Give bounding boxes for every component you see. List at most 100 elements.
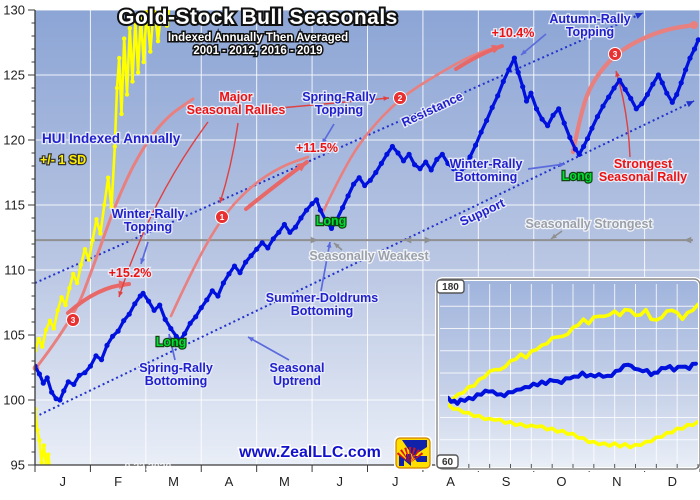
trend-channel [34,12,695,418]
svg-text:Strongest: Strongest [614,157,673,171]
annotations: Gold-Stock Bull Seasonals Indexed Annuall… [39,4,689,473]
x-tick-label: J [59,474,66,489]
circled-rally-numbers: 1 2 3 3 [66,47,622,327]
inset-series [448,302,698,450]
svg-text:Seasonal: Seasonal [270,361,325,375]
x-tick-label: F [114,474,122,489]
y-tick-label: 130 [3,3,25,18]
svg-text:Spring-Rally: Spring-Rally [139,361,213,375]
svg-text:Winter-Rally: Winter-Rally [112,207,185,221]
logo-fan-ray [410,452,424,463]
svg-text:9.23.2020: 9.23.2020 [125,461,172,473]
x-tick-label: S [502,474,511,489]
svg-text:Summer-Doldrums: Summer-Doldrums [266,291,379,305]
svg-text:Topping: Topping [315,103,363,117]
svg-text:Bottoming: Bottoming [291,304,353,318]
svg-text:Long: Long [316,214,347,228]
logo-fan-ray [408,447,412,463]
svg-text:Spring-Rally: Spring-Rally [302,90,376,104]
x-tick-label: A [225,474,234,489]
logo-fan-ray [410,449,420,463]
zeal-logo [394,436,432,470]
x-tick-label: M [168,474,179,489]
title: Gold-Stock Bull Seasonals [116,4,399,31]
svg-text:180: 180 [442,282,459,293]
x-tick-label: J [337,474,344,489]
svg-text:+10.4%: +10.4% [492,26,535,40]
inset-upper-sd [448,302,698,402]
x-tick-label: D [668,474,677,489]
seasonal-strength-line [35,236,693,244]
x-tick-label: J [392,474,399,489]
svg-text:Bottoming: Bottoming [145,374,207,388]
svg-text:HUI Indexed Annually: HUI Indexed Annually [42,131,181,146]
svg-text:60: 60 [442,457,454,468]
long-1: Long [155,334,188,350]
svg-text:www.ZealLLC.com: www.ZealLLC.com [238,444,381,461]
y-tick-label: 110 [4,263,25,278]
svg-text:Topping: Topping [124,220,172,234]
upper-sd-band [35,10,171,353]
hui-seasonal-average [35,37,700,403]
svg-text:Gold-Stock Bull Seasonals: Gold-Stock Bull Seasonals [118,6,398,29]
axes: 95 100 105 110 115 120 125 130 J F M A M J J A S O N D [3,3,700,489]
svg-text:Seasonal Rally: Seasonal Rally [599,170,687,184]
svg-text:+11.5%: +11.5% [296,141,338,155]
gain-winter: +15.2% [107,265,152,282]
svg-text:Uptrend: Uptrend [273,374,321,388]
y-tick-label: 120 [3,133,25,148]
inset-bottom-scale-badge [436,454,459,469]
x-tick-label: M [279,474,290,489]
legend-sd: +/- 1 SD [39,152,88,168]
svg-text:+15.2%: +15.2% [109,266,152,280]
svg-text:Indexed Annually Then Averaged: Indexed Annually Then Averaged [168,32,348,44]
svg-text:Bottoming: Bottoming [455,170,517,184]
gain-spring: +11.5% [295,140,340,157]
svg-text:Seasonal Rallies: Seasonal Rallies [187,103,286,117]
svg-text:3: 3 [71,315,76,325]
inset-lower-sd [448,402,698,450]
inset-chart: 180 60 [435,277,700,471]
svg-text:3: 3 [613,49,618,59]
svg-text:Topping: Topping [566,25,614,39]
inset-top-scale-badge [436,279,465,294]
x-tick-label: N [612,474,621,489]
subtitle-2: 2001 - 2012, 2016 - 2019 [192,44,324,59]
svg-text:Long: Long [156,335,187,349]
y-tick-label: 100 [3,393,25,408]
resistance-line [34,12,644,284]
svg-text:Seasonally Weakest: Seasonally Weakest [309,249,429,263]
seasonally-weakest: Seasonally Weakest [308,248,431,264]
svg-text:Major: Major [219,90,252,104]
logo-fan-ray [410,447,416,463]
y-tick-label: 105 [3,328,25,343]
svg-text:Autumn-Rally: Autumn-Rally [549,12,630,26]
logo-fan-ray [400,449,410,463]
logo-fan-ray [404,447,410,463]
svg-text:1: 1 [220,212,225,222]
subtitle-1: Indexed Annually Then Averaged [166,31,349,46]
inset-gridlines [440,284,699,468]
data-series [35,10,700,465]
seasonally-strongest: Seasonally Strongest [524,216,654,232]
gain-autumn: +10.4% [490,25,535,42]
support-line [34,100,695,418]
legend-hui: HUI Indexed Annually [41,130,182,148]
svg-text:2: 2 [398,93,403,103]
svg-text:+/- 1 SD: +/- 1 SD [40,153,86,167]
spring-rally [169,155,310,318]
date-stamp: 9.23.2020 [125,461,172,473]
y-tick-label: 115 [4,198,25,213]
svg-text:2001 - 2012, 2016 - 2019: 2001 - 2012, 2016 - 2019 [193,45,322,57]
